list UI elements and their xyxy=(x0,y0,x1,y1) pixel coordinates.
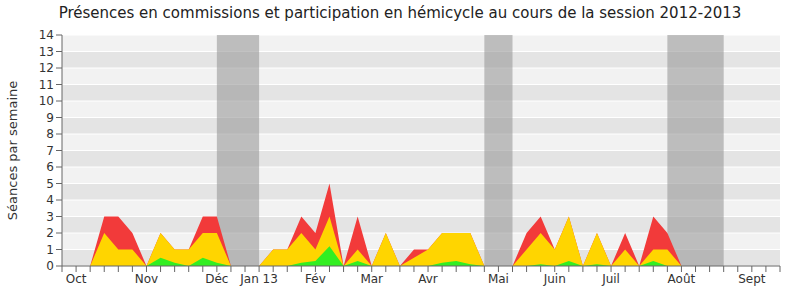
svg-text:5: 5 xyxy=(46,177,54,191)
svg-text:2: 2 xyxy=(46,226,54,240)
svg-text:Jan 13: Jan 13 xyxy=(239,272,278,286)
svg-text:Juil: Juil xyxy=(601,272,620,286)
svg-text:9: 9 xyxy=(46,111,54,125)
svg-text:14: 14 xyxy=(39,28,54,42)
svg-text:Mar: Mar xyxy=(360,272,383,286)
svg-text:3: 3 xyxy=(46,210,54,224)
svg-text:Fév: Fév xyxy=(305,272,326,286)
svg-text:Séances par semaine: Séances par semaine xyxy=(8,81,20,220)
svg-text:Sept: Sept xyxy=(738,272,766,286)
svg-text:12: 12 xyxy=(39,61,54,75)
svg-text:10: 10 xyxy=(39,94,54,108)
svg-text:Juin: Juin xyxy=(543,272,566,286)
svg-text:6: 6 xyxy=(46,160,54,174)
svg-text:1: 1 xyxy=(46,243,54,257)
svg-text:8: 8 xyxy=(46,127,54,141)
svg-text:0: 0 xyxy=(46,259,54,273)
svg-text:4: 4 xyxy=(46,193,54,207)
html-text:Présences en commissions et pa: Présences en commissions et participatio… xyxy=(58,4,742,22)
svg-text:Nov: Nov xyxy=(135,272,158,286)
svg-text:Août: Août xyxy=(668,272,696,286)
svg-text:Déc: Déc xyxy=(205,272,228,286)
svg-text:13: 13 xyxy=(39,45,54,59)
svg-text:7: 7 xyxy=(46,144,54,158)
svg-text:Oct: Oct xyxy=(66,272,87,286)
svg-text:11: 11 xyxy=(39,78,54,92)
svg-text:Mai: Mai xyxy=(488,272,509,286)
svg-text:Avr: Avr xyxy=(418,272,438,286)
